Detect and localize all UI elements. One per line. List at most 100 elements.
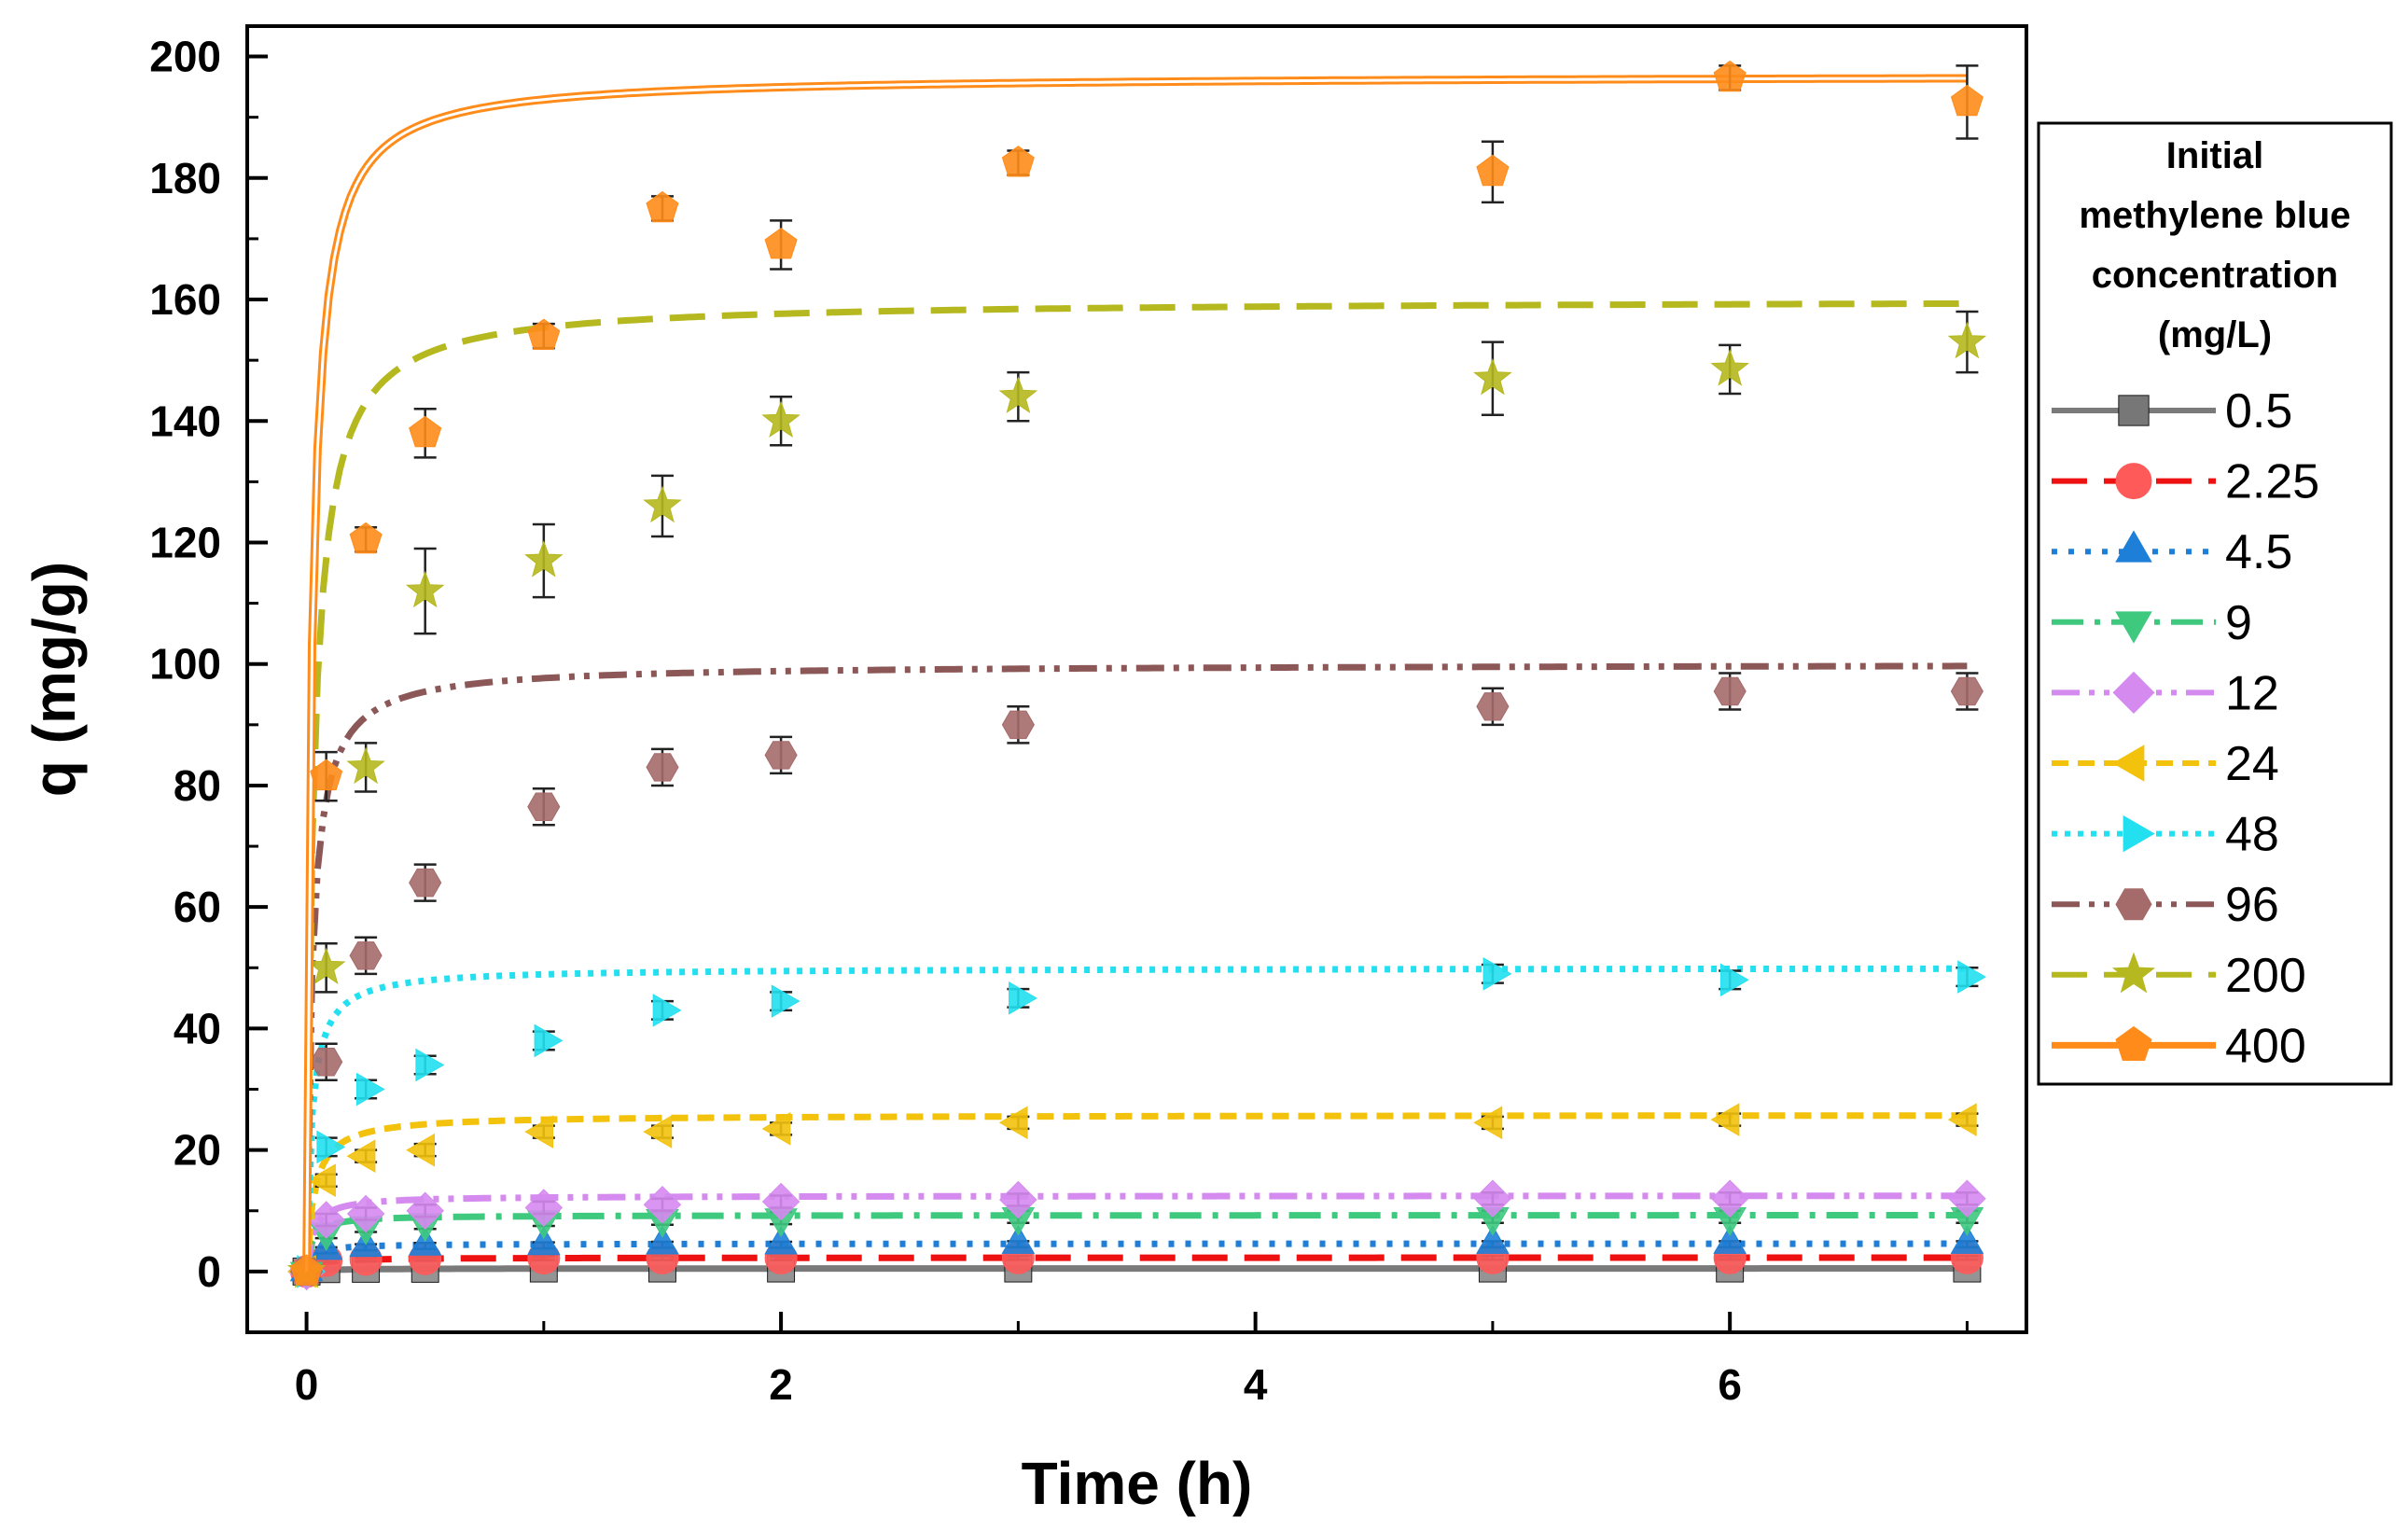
data-point — [1947, 321, 1987, 359]
legend-item-2.25: 2.25 — [2052, 455, 2319, 509]
data-point — [409, 868, 442, 898]
legend-item-4.5: 4.5 — [2052, 525, 2292, 579]
y-tick-label: 100 — [149, 640, 221, 689]
series-48 — [297, 957, 1986, 1288]
legend-label: 0.5 — [2225, 384, 2292, 438]
data-point — [999, 1180, 1037, 1219]
data-point — [524, 540, 564, 578]
legend-item-24: 24 — [2052, 737, 2279, 791]
legend-marker — [2115, 530, 2152, 563]
data-point — [1950, 676, 1983, 706]
y-tick-label: 60 — [174, 883, 221, 931]
legend-marker — [2115, 463, 2152, 500]
data-point — [761, 1182, 800, 1221]
data-point — [346, 746, 385, 785]
x-tick-label: 6 — [1718, 1360, 1742, 1409]
legend-title-line: concentration — [2092, 255, 2338, 296]
data-point — [761, 400, 800, 438]
fit-curve — [304, 1254, 1968, 1274]
legend-label: 9 — [2225, 596, 2252, 650]
y-tick-label: 80 — [174, 761, 221, 810]
data-point — [1710, 1103, 1740, 1136]
x-tick-label: 0 — [295, 1360, 319, 1409]
legend-marker — [2112, 671, 2155, 715]
data-point — [998, 1106, 1028, 1140]
data-point — [527, 318, 561, 350]
legend-marker — [2115, 611, 2152, 644]
data-point — [1947, 1103, 1977, 1136]
data-point — [1710, 1179, 1749, 1218]
legend-label: 24 — [2225, 737, 2279, 791]
series-12 — [287, 1179, 1986, 1291]
data-point — [1713, 1224, 1747, 1254]
fit-curve-inner — [305, 77, 1968, 1272]
data-point — [1482, 957, 1512, 991]
legend-marker — [2118, 395, 2150, 426]
data-point — [316, 1130, 346, 1164]
data-point — [405, 570, 445, 608]
legend-marker — [2123, 814, 2155, 853]
legend-title-line: (mg/L) — [2158, 314, 2272, 355]
legend-title-line: methylene blue — [2079, 195, 2350, 236]
data-point — [1009, 981, 1037, 1015]
legend-label: 4.5 — [2225, 525, 2292, 579]
legend-box — [2037, 121, 2393, 1086]
legend-marker — [2115, 888, 2152, 921]
data-point — [409, 415, 442, 448]
data-point — [310, 759, 343, 791]
legend-label: 48 — [2225, 808, 2279, 862]
data-point — [646, 190, 679, 223]
legend-item-0.5: 0.5 — [2052, 384, 2292, 438]
y-tick-label: 200 — [149, 33, 221, 81]
y-axis-title: q (mg/g) — [21, 562, 88, 797]
data-point — [771, 984, 800, 1018]
y-tick-label: 160 — [149, 275, 221, 324]
data-point — [524, 1115, 554, 1148]
legend-label: 2.25 — [2225, 455, 2319, 509]
data-point — [406, 1133, 435, 1167]
series-400 — [290, 60, 1983, 1286]
data-point — [406, 1191, 445, 1231]
data-point — [652, 994, 682, 1027]
legend-item-48: 48 — [2052, 808, 2279, 862]
data-point — [1713, 676, 1747, 706]
data-point — [349, 522, 383, 554]
legend-label: 96 — [2225, 878, 2279, 932]
y-tick-label: 40 — [174, 1004, 221, 1052]
data-point — [349, 941, 383, 970]
fit-curve — [303, 662, 1968, 1272]
fit-curve — [303, 965, 1968, 1273]
legend-label: 12 — [2225, 666, 2279, 720]
fit-curve — [303, 1112, 1968, 1273]
y-tick-label: 120 — [149, 518, 221, 566]
data-point — [534, 1023, 564, 1058]
data-point — [1473, 1106, 1503, 1140]
data-point — [524, 1189, 564, 1227]
legend-item-400: 400 — [2052, 1019, 2306, 1073]
data-point — [646, 1225, 679, 1255]
data-point — [1950, 84, 1983, 117]
x-tick-label: 4 — [1244, 1360, 1268, 1409]
legend-label: 200 — [2225, 949, 2306, 1003]
data-point — [1001, 146, 1035, 177]
y-tick-label: 0 — [197, 1247, 221, 1296]
y-tick-label: 180 — [149, 154, 221, 202]
series-group — [286, 60, 1987, 1291]
fit-curve — [303, 1240, 1968, 1274]
data-point — [346, 1139, 376, 1173]
data-point — [1001, 1224, 1036, 1254]
data-point — [527, 792, 561, 821]
y-tick-label: 140 — [149, 397, 221, 445]
data-point — [1473, 357, 1512, 396]
data-point — [1710, 349, 1749, 386]
data-point — [1476, 692, 1510, 721]
fit-curve — [303, 1192, 1968, 1273]
legend: Initial methylene blue concentration (mg/L)… — [2037, 121, 2393, 1086]
data-point — [1476, 154, 1510, 187]
y-tick-label: 20 — [174, 1126, 221, 1175]
data-point — [290, 1254, 324, 1286]
legend-marker — [2112, 745, 2145, 782]
legend-marker — [2111, 952, 2156, 994]
legend-item-12: 12 — [2052, 666, 2279, 720]
